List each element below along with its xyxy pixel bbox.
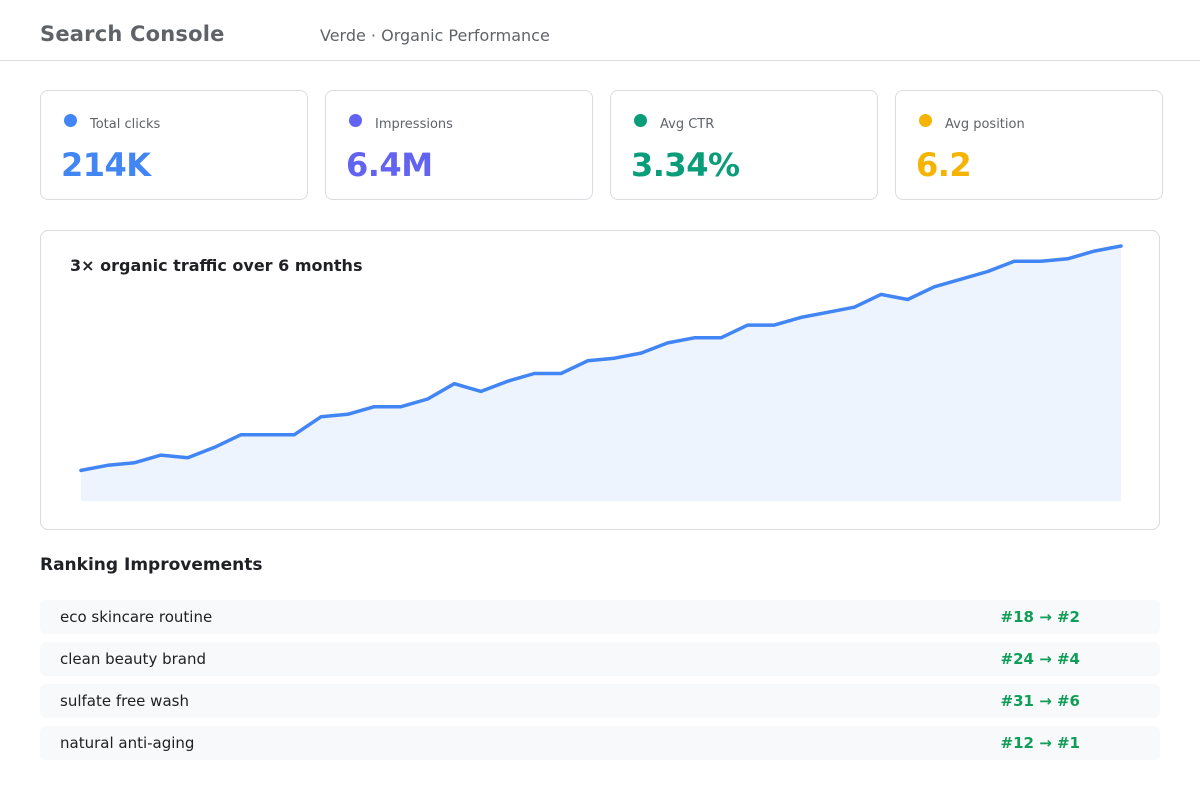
metric-card-avg-ctr[interactable]: Avg CTR 3.34%	[610, 90, 878, 200]
ranking-row[interactable]: sulfate free wash #31 → #6	[40, 684, 1160, 718]
traffic-point-16	[506, 379, 510, 383]
metric-value: 214K	[61, 146, 151, 184]
avg-ctr-dot-icon	[634, 114, 647, 127]
ranking-keyword: clean beauty brand	[60, 650, 206, 668]
metric-card-total-clicks[interactable]: Total clicks 214K	[40, 90, 308, 200]
traffic-point-7	[266, 433, 270, 437]
traffic-area-fill	[81, 246, 1121, 501]
traffic-point-22	[666, 341, 670, 345]
traffic-point-0	[79, 468, 83, 472]
traffic-point-2	[132, 461, 136, 465]
traffic-point-15	[479, 389, 483, 393]
metric-card-avg-position[interactable]: Avg position 6.2	[895, 90, 1163, 200]
traffic-point-32	[932, 285, 936, 289]
traffic-chart	[79, 244, 1123, 501]
avg-position-dot-icon	[919, 114, 932, 127]
ranking-row[interactable]: eco skincare routine #18 → #2	[40, 600, 1160, 634]
traffic-point-28	[826, 310, 830, 314]
traffic-point-19	[586, 359, 590, 363]
traffic-point-36	[1039, 259, 1043, 263]
traffic-point-37	[1066, 257, 1070, 261]
traffic-point-21	[639, 351, 643, 355]
ranking-row[interactable]: natural anti-aging #12 → #1	[40, 726, 1160, 760]
top-bar: Search Console Verde · Organic Performan…	[0, 0, 1200, 61]
traffic-point-8	[292, 433, 296, 437]
ranking-change: #12 → #1	[1000, 734, 1080, 752]
chart-title: 3× organic traffic over 6 months	[70, 256, 363, 275]
traffic-point-10	[346, 412, 350, 416]
traffic-point-12	[399, 405, 403, 409]
traffic-point-9	[319, 415, 323, 419]
ranking-section-title: Ranking Improvements	[40, 555, 263, 575]
traffic-point-24	[719, 336, 723, 340]
traffic-point-17	[532, 372, 536, 375]
metric-label: Impressions	[375, 117, 453, 132]
metric-card-impressions[interactable]: Impressions 6.4M	[325, 90, 593, 200]
metric-label: Avg position	[945, 117, 1025, 132]
metric-value: 6.4M	[346, 146, 433, 184]
traffic-point-25	[746, 323, 750, 327]
traffic-point-4	[186, 456, 190, 460]
traffic-point-11	[372, 405, 376, 409]
traffic-point-38	[1092, 249, 1096, 253]
traffic-point-18	[559, 372, 563, 375]
ranking-keyword: natural anti-aging	[60, 734, 195, 752]
traffic-point-34	[986, 270, 990, 273]
traffic-point-33	[959, 277, 963, 281]
traffic-point-5	[212, 445, 216, 449]
traffic-series-line	[79, 244, 1123, 473]
ranking-keyword: eco skincare routine	[60, 608, 213, 626]
metric-label: Avg CTR	[660, 117, 715, 132]
app-title[interactable]: Search Console	[40, 22, 225, 46]
traffic-point-39	[1119, 244, 1123, 248]
ranking-change: #24 → #4	[1000, 650, 1080, 668]
property-name[interactable]: Verde · Organic Performance	[320, 26, 550, 45]
traffic-point-26	[772, 323, 776, 327]
ranking-keyword: sulfate free wash	[60, 692, 189, 710]
traffic-point-20	[612, 356, 616, 360]
traffic-point-1	[106, 463, 110, 467]
metric-value: 6.2	[916, 146, 972, 184]
traffic-point-31	[906, 298, 910, 302]
metric-value: 3.34%	[631, 146, 740, 184]
traffic-point-13	[426, 397, 430, 401]
traffic-point-35	[1012, 259, 1016, 263]
traffic-point-14	[452, 382, 456, 386]
traffic-points	[79, 244, 1123, 472]
ranking-row[interactable]: clean beauty brand #24 → #4	[40, 642, 1160, 676]
ranking-change: #31 → #6	[1000, 692, 1080, 710]
metric-label: Total clicks	[90, 117, 161, 132]
total-clicks-dot-icon	[64, 114, 77, 127]
traffic-chart-card: 3× organic traffic over 6 months	[40, 230, 1160, 530]
traffic-point-27	[799, 315, 803, 319]
traffic-point-30	[879, 292, 883, 296]
traffic-point-3	[159, 453, 163, 457]
ranking-change: #18 → #2	[1000, 608, 1080, 626]
impressions-dot-icon	[349, 114, 362, 127]
traffic-point-6	[239, 433, 243, 437]
traffic-point-23	[692, 336, 696, 340]
traffic-point-29	[852, 305, 856, 309]
